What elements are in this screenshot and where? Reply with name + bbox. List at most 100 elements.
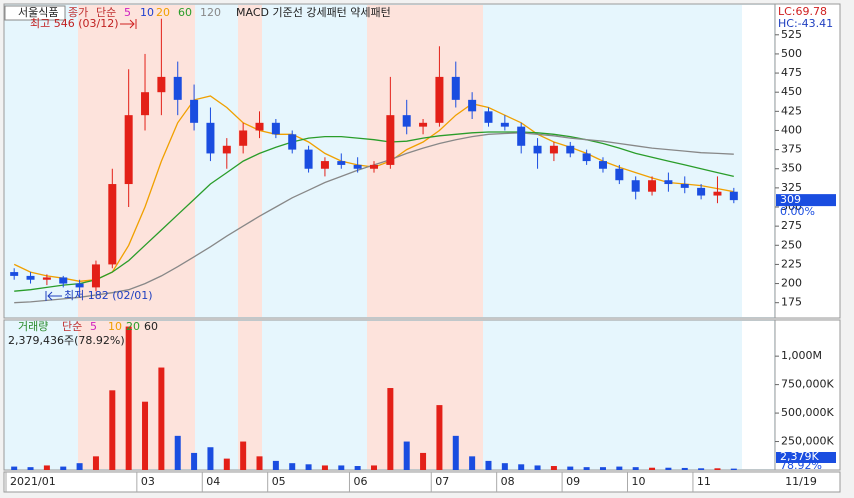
volume-bar [583, 467, 590, 470]
x-tick-label: 07 [435, 475, 449, 488]
volume-bar [485, 460, 492, 470]
volume-bar [207, 447, 214, 470]
y-tick-label: 750,000K [781, 378, 834, 391]
volume-bar [142, 401, 149, 470]
volume-bar [501, 463, 508, 470]
legend-entry: 60 [178, 6, 192, 19]
volume-summary: 2,379,436주(78.92%) [8, 334, 125, 347]
volume-bar [174, 435, 181, 470]
y-tick-label: 175 [781, 296, 802, 309]
y-tick-label: 475 [781, 66, 802, 79]
x-tick-label: 09 [566, 475, 580, 488]
candle-body [648, 180, 657, 192]
volume-bar [240, 441, 247, 470]
candle-body [566, 145, 575, 154]
candle-body [697, 187, 706, 196]
candle-body [549, 145, 558, 154]
high-annotation: 최고 546 (03/12) [30, 17, 119, 30]
volume-bar [730, 468, 737, 470]
legend-close: 종가 [68, 6, 88, 19]
volume-bar [518, 464, 525, 470]
volume-last-box [776, 452, 836, 463]
volume-bar [420, 452, 427, 470]
volume-bar [599, 467, 606, 470]
candle-body [615, 168, 624, 181]
volume-bar [681, 467, 688, 470]
last-price-box [776, 194, 836, 207]
candle-body [239, 130, 248, 146]
candle-body [500, 122, 509, 127]
y-tick-label: 500 [781, 47, 802, 60]
candle-body [370, 164, 378, 169]
legend-entry: 10 [140, 6, 154, 19]
volume-bar [256, 456, 263, 470]
volume-bar [452, 435, 459, 470]
x-tick-label: 06 [353, 475, 367, 488]
pattern-label: MACD 기준선 강세패턴 약세패턴 [236, 5, 391, 19]
y-tick-label: 350 [781, 162, 802, 175]
volume-bar [223, 458, 230, 470]
y-tick-label: 1,000M [781, 349, 822, 362]
x-tick-label: 08 [501, 475, 515, 488]
y-tick-label: 225 [781, 257, 802, 270]
volume-bar [550, 466, 557, 470]
date-axis [3, 471, 841, 493]
volume-legend-simple: 단순 [62, 320, 82, 333]
candle-body [141, 92, 150, 116]
candle-body [26, 275, 35, 280]
candle-body [484, 111, 493, 123]
volume-bar [60, 466, 67, 470]
candle-body [157, 76, 166, 93]
candle-body [713, 191, 722, 196]
candle-body [124, 115, 133, 185]
volume-last: 2,379K [780, 450, 819, 463]
candle-body [255, 122, 264, 131]
candle-body [42, 277, 51, 280]
volume-bar [125, 326, 132, 470]
candle-body [288, 134, 297, 150]
x-tick-label: 11 [697, 475, 711, 488]
candle-body [533, 145, 542, 154]
candle-body [108, 184, 117, 265]
low-arrow [45, 291, 62, 301]
candle-body [353, 164, 362, 169]
y-tick-label: 425 [781, 104, 802, 117]
y-tick-label: 275 [781, 219, 802, 232]
volume-bar [92, 456, 99, 470]
volume-bar [534, 465, 541, 470]
candle-body [271, 122, 280, 135]
volume-bar [11, 466, 18, 470]
volume-bar [338, 465, 345, 470]
volume-bar [158, 367, 165, 470]
volume-bar [289, 463, 296, 470]
x-tick-label: 10 [632, 475, 646, 488]
legend-entry: 5 [90, 320, 97, 333]
volume-axis [774, 319, 841, 471]
legend-entry: 120 [200, 6, 221, 19]
candle-body [598, 161, 607, 169]
marks [10, 18, 738, 470]
y-tick-label: 250,000K [781, 435, 834, 448]
high-arrow [120, 19, 137, 29]
legend-entry: 5 [124, 6, 131, 19]
low-annotation: 최저 182 (02/01) [64, 289, 153, 302]
candle-body [386, 115, 395, 165]
volume-bar [305, 464, 312, 470]
candle-body [206, 122, 215, 154]
y-tick-label: 400 [781, 123, 802, 136]
candle-body [304, 149, 313, 169]
candle-body [582, 153, 591, 162]
candle-body [337, 161, 346, 165]
candle-body [10, 272, 19, 276]
end-date: 11/19 [785, 475, 817, 488]
price-axis [774, 3, 841, 319]
volume-bar [649, 467, 656, 470]
volume-bar [109, 390, 116, 470]
legend-entry: 10 [108, 320, 122, 333]
y-tick-label: 200 [781, 277, 802, 290]
lc-label: LC:69.78 [778, 5, 827, 18]
y-tick-label: 450 [781, 85, 802, 98]
candle-body [680, 184, 689, 188]
volume-bar [371, 465, 377, 470]
